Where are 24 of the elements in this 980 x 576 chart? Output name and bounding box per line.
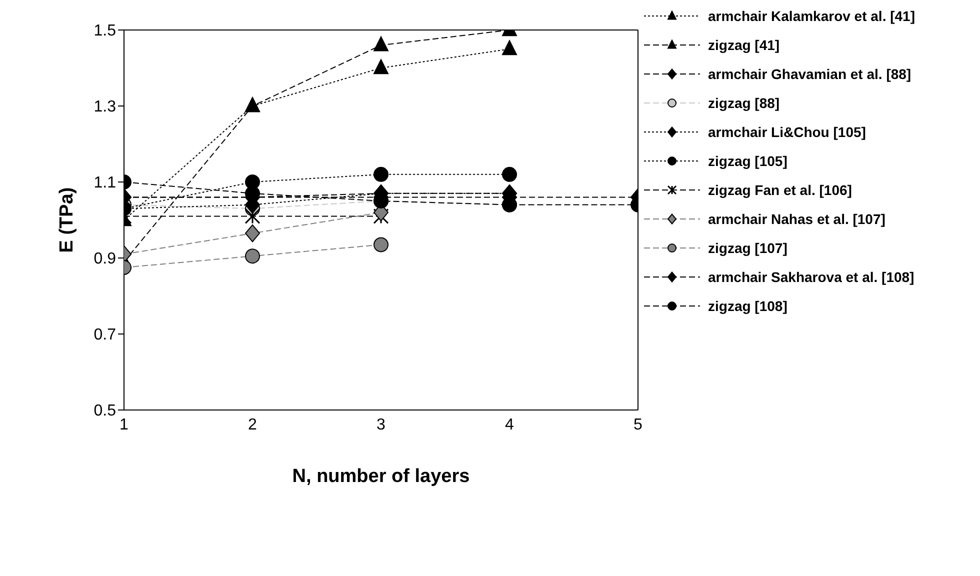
legend-label: armchair Li&Chou [105] [708, 124, 867, 141]
legend-label: zigzag [107] [708, 240, 788, 257]
y-axis-title: E (TPa) [56, 187, 78, 253]
legend-label: armchair Ghavamian et al. [88] [708, 66, 912, 83]
x-tick-label: 5 [634, 416, 643, 434]
legend-label: armchair Sakharova et al. [108] [708, 269, 916, 286]
x-axis-title: N, number of layers [292, 466, 470, 487]
legend-label: armchair Kalamkarov et al. [41] [708, 8, 916, 25]
legend-label: zigzag [88] [708, 95, 781, 112]
x-tick-label: 1 [120, 416, 129, 434]
x-tick-label: 4 [505, 416, 514, 434]
y-tick-label: 1.1 [94, 174, 116, 192]
x-tick-label: 2 [248, 416, 258, 434]
y-tick-label: 1.5 [94, 22, 116, 40]
legend-label: zigzag Fan et al. [106] [708, 182, 853, 199]
legend-label: zigzag [108] [708, 298, 788, 315]
legend-label: zigzag [41] [708, 37, 781, 54]
y-tick-label: 1.3 [94, 98, 116, 116]
legend-label: armchair Nahas et al. [107] [708, 211, 886, 228]
y-tick-label: 0.9 [94, 250, 116, 268]
x-tick-label: 3 [376, 416, 386, 434]
legend-label: zigzag [105] [708, 153, 788, 170]
y-tick-label: 0.7 [94, 326, 116, 344]
y-tick-label: 0.5 [94, 402, 116, 420]
